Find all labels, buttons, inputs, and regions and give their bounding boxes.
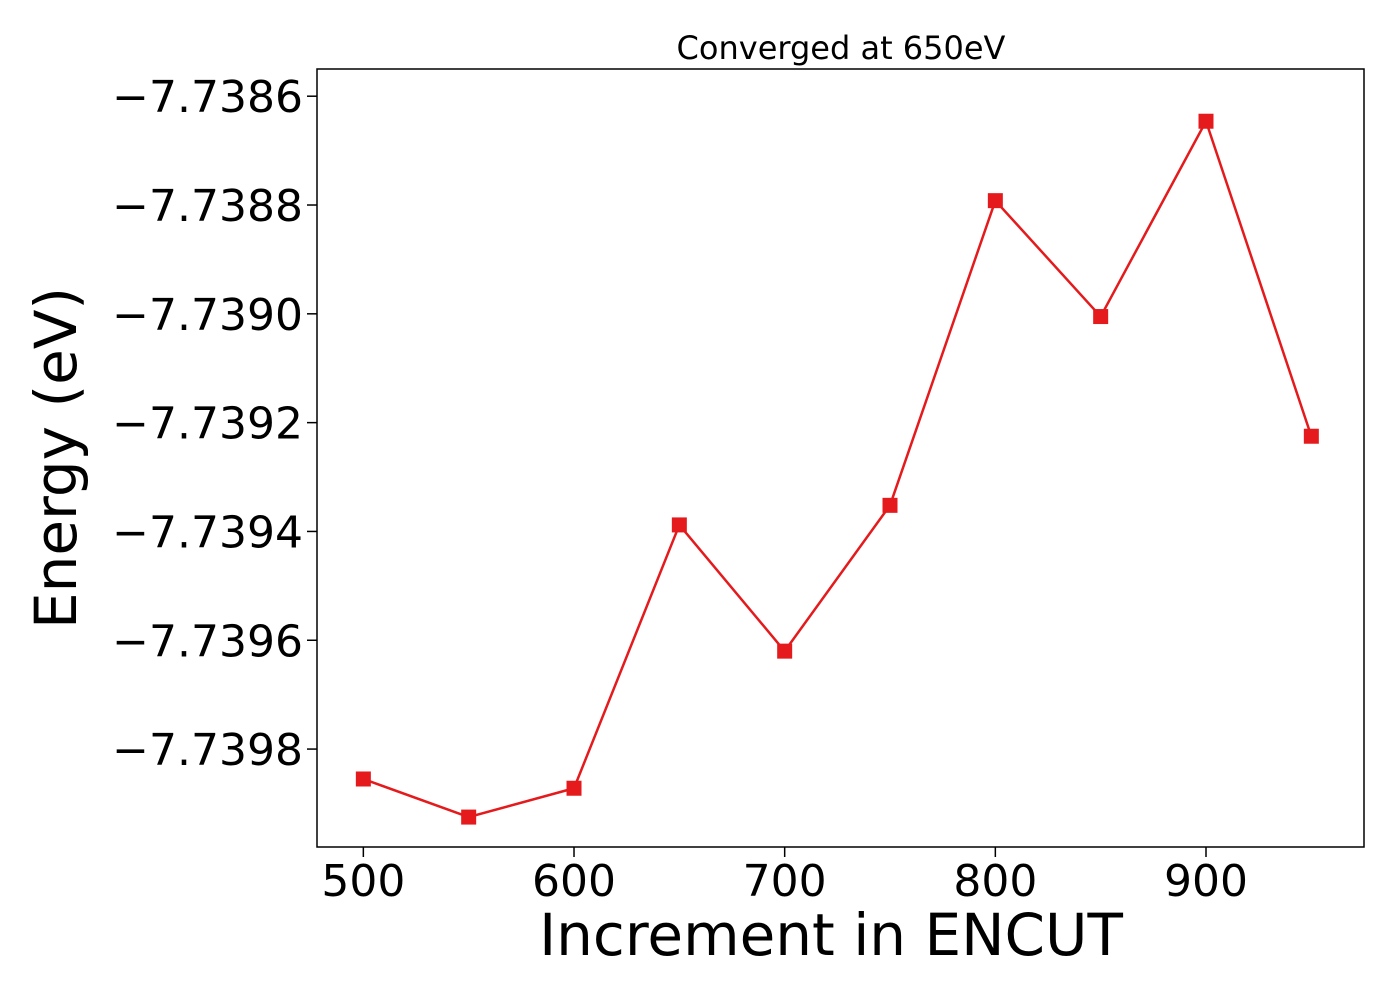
x-axis: 500 600 700 800 900: [321, 847, 1248, 907]
x-tick-label: 500: [321, 856, 405, 907]
y-axis-label: Energy (eV): [22, 287, 90, 629]
data-point: [1303, 428, 1319, 444]
data-point: [987, 193, 1003, 209]
series-layer: [355, 113, 1319, 825]
x-tick-label: 600: [532, 856, 616, 907]
y-tick-label: −7.7390: [112, 290, 303, 341]
x-tick-label: 800: [953, 856, 1037, 907]
data-point: [882, 497, 898, 513]
y-tick-label: −7.7392: [112, 399, 303, 450]
x-tick-label: 900: [1164, 856, 1248, 907]
x-tick-label: 700: [743, 856, 827, 907]
data-point: [777, 643, 793, 659]
chart-title: Converged at 650eV: [677, 29, 1006, 67]
data-point: [1093, 309, 1109, 325]
x-axis-label: Increment in ENCUT: [539, 901, 1123, 969]
data-point: [461, 809, 477, 825]
y-tick-label: −7.7396: [112, 616, 303, 667]
plot-area-frame: [316, 68, 1365, 848]
series-line: [362, 119, 1313, 819]
y-tick-label: −7.7386: [112, 72, 303, 123]
data-point: [566, 780, 582, 796]
data-point: [671, 517, 687, 533]
y-tick-label: −7.7388: [112, 181, 303, 232]
y-axis: −7.7386 −7.7388 −7.7390 −7.7392 −7.7394 −7.73…: [112, 72, 317, 776]
data-point: [1198, 113, 1214, 129]
y-tick-label: −7.7398: [112, 725, 303, 776]
data-point: [355, 771, 371, 787]
y-tick-label: −7.7394: [112, 507, 303, 558]
